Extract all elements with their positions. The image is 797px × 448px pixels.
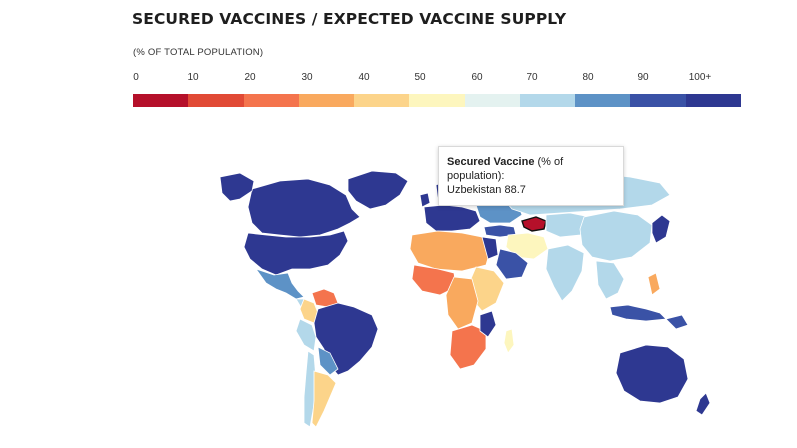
legend-swatch-10 <box>685 94 741 107</box>
map-region-iran-gulf[interactable] <box>505 232 549 260</box>
legend-swatch-6 <box>464 94 520 107</box>
legend-label-10: 10 <box>187 72 199 83</box>
legend-swatch-8 <box>575 94 631 107</box>
map-region-indonesia[interactable] <box>609 304 667 322</box>
legend-label-20: 20 <box>244 72 256 83</box>
map-region-ecuador-peru[interactable] <box>295 318 317 352</box>
legend-swatch-4 <box>354 94 410 107</box>
chart-title: SECURED VACCINES / EXPECTED VACCINE SUPP… <box>132 10 567 28</box>
map-region-usa[interactable] <box>243 230 349 276</box>
legend-swatch-1 <box>188 94 244 107</box>
map-region-japan-korea[interactable] <box>651 214 671 244</box>
map-region-egypt[interactable] <box>481 236 499 260</box>
map-region-uk[interactable] <box>419 192 431 208</box>
legend-swatch-2 <box>243 94 299 107</box>
tooltip-value: 88.7 <box>504 184 526 196</box>
legend-swatch-0 <box>133 94 189 107</box>
legend-label-100: 100+ <box>688 72 712 83</box>
map-region-bolivia-paraguay[interactable] <box>317 346 339 376</box>
map-region-central-africa[interactable] <box>445 276 479 330</box>
legend-label-70: 70 <box>526 72 538 83</box>
legend-label-90: 90 <box>637 72 649 83</box>
legend-label-60: 60 <box>471 72 483 83</box>
map-region-papua[interactable] <box>665 314 689 330</box>
legend-scale-labels: 0 10 20 30 40 50 60 70 80 90 100+ <box>0 72 797 86</box>
map-region-china[interactable] <box>579 210 653 262</box>
world-map[interactable] <box>200 165 740 445</box>
map-region-greenland[interactable] <box>347 170 409 210</box>
map-region-north-africa[interactable] <box>409 230 491 272</box>
legend-label-0: 0 <box>133 72 139 83</box>
chart-subtitle: (% OF TOTAL POPULATION) <box>133 47 264 58</box>
tooltip-heading-label: Secured Vaccine <box>447 156 535 168</box>
map-region-uzbekistan-highlight[interactable] <box>521 216 547 232</box>
map-region-canada[interactable] <box>247 178 361 238</box>
tooltip-value-line: Uzbekistan 88.7 <box>447 183 615 197</box>
legend-swatch-7 <box>519 94 576 107</box>
map-region-mozambique[interactable] <box>479 310 497 338</box>
tooltip-heading: Secured Vaccine (% of population): <box>447 155 615 183</box>
map-region-western-europe[interactable] <box>423 204 481 232</box>
legend-swatch-3 <box>298 94 355 107</box>
legend-color-bar <box>133 94 741 107</box>
legend-swatch-9 <box>630 94 686 107</box>
map-region-alaska[interactable] <box>219 172 255 202</box>
map-region-argentina[interactable] <box>311 370 337 428</box>
map-region-india[interactable] <box>545 244 585 302</box>
tooltip-country: Uzbekistan <box>447 184 502 196</box>
legend-label-50: 50 <box>414 72 426 83</box>
map-region-southern-africa[interactable] <box>449 324 487 370</box>
map-region-philippines[interactable] <box>647 272 661 296</box>
legend-label-80: 80 <box>582 72 594 83</box>
map-region-mexico[interactable] <box>254 268 305 300</box>
hover-tooltip: Secured Vaccine (% of population): Uzbek… <box>438 146 624 206</box>
map-region-australia[interactable] <box>615 344 689 404</box>
map-region-new-zealand[interactable] <box>695 392 711 416</box>
legend-swatch-5 <box>409 94 465 107</box>
map-region-madagascar[interactable] <box>503 328 515 354</box>
legend-label-40: 40 <box>358 72 370 83</box>
map-region-southeast-asia[interactable] <box>595 260 625 300</box>
map-region-saudi-arabia[interactable] <box>495 248 529 280</box>
legend-label-30: 30 <box>301 72 313 83</box>
tooltip-heading-unit: (% of population): <box>447 156 564 182</box>
